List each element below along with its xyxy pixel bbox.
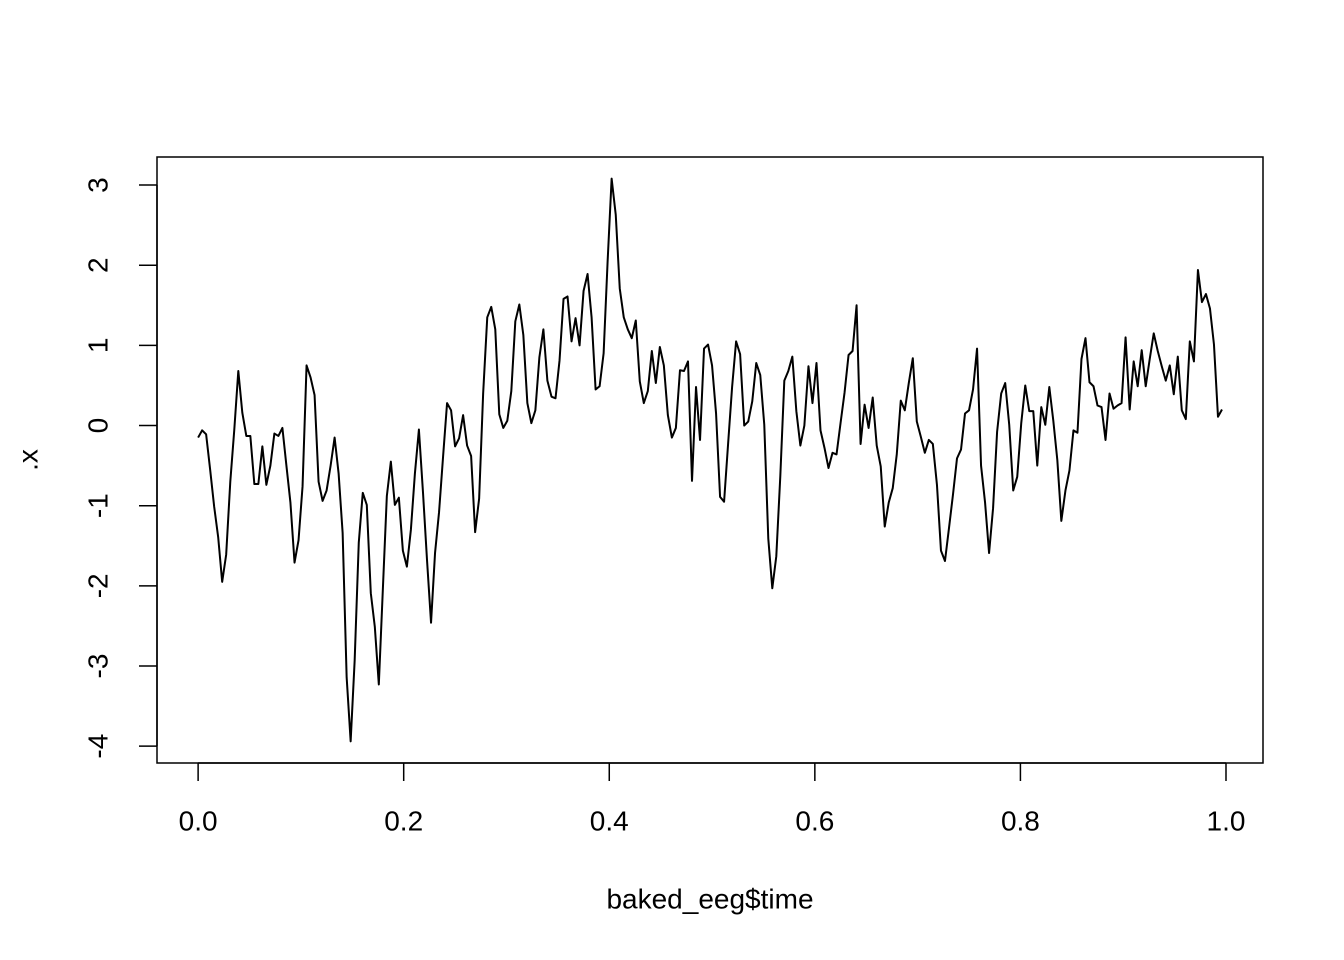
x-tick-label: 0.8 — [1001, 805, 1040, 836]
y-tick-label: -3 — [82, 654, 113, 679]
y-tick-label: -1 — [82, 493, 113, 518]
y-tick-label: 0 — [82, 418, 113, 434]
y-tick-label: 3 — [82, 177, 113, 193]
y-axis-label: .x — [12, 449, 43, 471]
y-tick-label: 2 — [82, 257, 113, 273]
y-tick-label: 1 — [82, 338, 113, 354]
x-tick-label: 0.0 — [179, 805, 218, 836]
x-axis-label: baked_eeg$time — [606, 883, 813, 914]
y-tick-label: -2 — [82, 573, 113, 598]
y-tick-label: -4 — [82, 734, 113, 759]
plot-box — [156, 156, 1264, 764]
x-tick-label: 0.4 — [590, 805, 629, 836]
x-tick-label: 0.2 — [384, 805, 423, 836]
x-tick-label: 0.6 — [795, 805, 834, 836]
data-line — [197, 177, 1223, 743]
x-tick-label: 1.0 — [1207, 805, 1246, 836]
